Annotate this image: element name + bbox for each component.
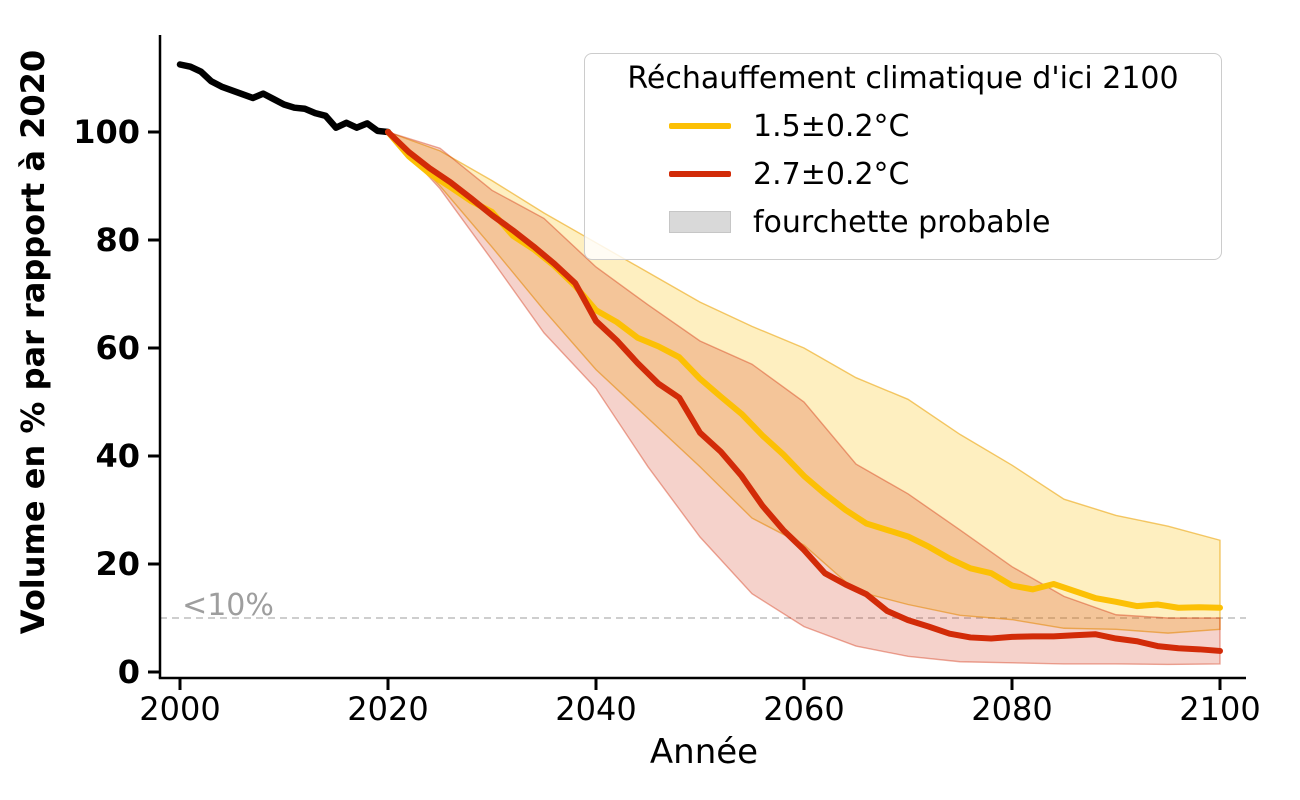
legend-line-swatch-red — [669, 171, 731, 177]
legend-label-likely-range: fourchette probable — [753, 204, 1051, 240]
x-tick-label: 2040 — [555, 690, 636, 728]
x-tick-label: 2000 — [139, 690, 220, 728]
y-tick-label: 60 — [95, 329, 140, 367]
reference-label: <10% — [182, 588, 274, 623]
legend-title: Réchauffement climatique d'ici 2100 — [627, 61, 1179, 96]
legend-line-swatch-yellow — [669, 123, 731, 129]
x-tick-label: 2060 — [763, 690, 844, 728]
legend-label-1-5c: 1.5±0.2°C — [753, 108, 910, 144]
y-axis-label: Volume en % par rapport à 2020 — [14, 49, 52, 635]
legend-item-likely-range: fourchette probable — [585, 198, 1221, 246]
legend-item-2-7c: 2.7±0.2°C — [585, 150, 1221, 198]
band-2_7C — [385, 130, 1221, 666]
y-tick-label: 40 — [95, 437, 140, 475]
x-tick-label: 2020 — [347, 690, 428, 728]
legend-box: Réchauffement climatique d'ici 2100 1.5±… — [584, 53, 1222, 260]
legend-swatch-wrap — [669, 211, 731, 233]
legend-patch-swatch-gray — [669, 211, 731, 233]
y-tick-label: 100 — [73, 113, 140, 151]
x-axis-label: Année — [649, 732, 759, 772]
line-historique — [176, 61, 392, 136]
legend-swatch-wrap — [669, 171, 731, 177]
y-tick-label: 0 — [118, 653, 140, 691]
legend-swatch-wrap — [669, 123, 731, 129]
line-2_7C — [385, 129, 1223, 654]
legend-item-1-5c: 1.5±0.2°C — [585, 102, 1221, 150]
x-tick-label: 2080 — [971, 690, 1052, 728]
y-tick-label: 80 — [95, 221, 140, 259]
legend-label-2-7c: 2.7±0.2°C — [753, 156, 910, 192]
x-tick-label: 2100 — [1179, 690, 1260, 728]
y-tick-label: 20 — [95, 545, 140, 583]
